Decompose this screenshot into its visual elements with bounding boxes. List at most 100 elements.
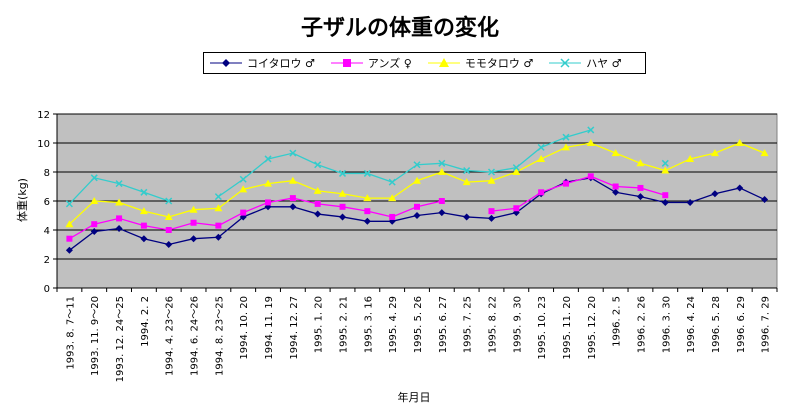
legend-label-1: アンズ ♀ xyxy=(367,57,412,70)
legend-marker-3 xyxy=(549,58,582,68)
series-3-point-3 xyxy=(140,188,148,196)
y-tick-label-3: 6 xyxy=(44,197,50,208)
series-1-point-13 xyxy=(389,213,396,220)
series-3-point-19 xyxy=(537,143,545,151)
series-1-point-22 xyxy=(612,183,619,190)
series-0-point-4 xyxy=(165,241,173,248)
series-2-point-10 xyxy=(313,186,322,194)
y-tick-label-5: 10 xyxy=(37,139,50,150)
x-tick-label-8: 1994. 11. 19 xyxy=(264,296,275,360)
series-1-point-17 xyxy=(488,208,495,215)
series-3-point-2 xyxy=(115,180,123,188)
legend-marker-2 xyxy=(427,58,460,67)
series-1-point-8 xyxy=(265,199,272,206)
series-1-point-21 xyxy=(587,173,594,180)
series-2-point-15 xyxy=(437,168,446,175)
series-3-point-16 xyxy=(463,167,471,175)
series-3-line-1 xyxy=(218,129,591,198)
y-tick-label-0: 0 xyxy=(44,284,50,295)
series-1-point-5 xyxy=(190,219,197,226)
chart-title: 子ザルの体重の変化 xyxy=(300,16,499,41)
x-tick-label-4: 1994. 4. 23～26 xyxy=(165,296,176,376)
series-1-point-1 xyxy=(91,221,98,228)
series-1-point-15 xyxy=(438,198,445,204)
series-1-point-9 xyxy=(289,195,296,202)
series-1-point-0 xyxy=(66,235,73,242)
x-tick-label-20: 1995. 11. 20 xyxy=(562,296,573,360)
series-3-point-0 xyxy=(65,200,73,208)
series-0-point-17 xyxy=(487,214,495,222)
series-1-point-14 xyxy=(414,203,420,210)
series-2-point-16 xyxy=(462,178,471,186)
x-tick-label-21: 1995. 12. 20 xyxy=(587,296,598,360)
series-3-point-7 xyxy=(239,175,247,183)
y-tick-label-1: 2 xyxy=(44,255,50,266)
series-1-point-20 xyxy=(562,180,569,187)
series-0-point-26 xyxy=(711,190,719,198)
series-0-point-22 xyxy=(612,188,620,196)
series-0-point-1 xyxy=(90,227,98,235)
series-3-point-21 xyxy=(587,126,595,134)
series-1-line-0 xyxy=(69,197,442,240)
series-0-point-2 xyxy=(115,225,123,233)
series-2-point-3 xyxy=(139,207,148,215)
x-tick-label-13: 1995. 4. 29 xyxy=(388,296,399,353)
x-tick-label-5: 1994. 6. 24～26 xyxy=(190,296,201,376)
legend-item-2: モモタロウ ♂ xyxy=(427,55,533,71)
series-0-point-11 xyxy=(339,213,347,221)
legend-item-1: アンズ ♀ xyxy=(330,55,412,71)
series-2-point-12 xyxy=(363,194,372,202)
series-2-point-28 xyxy=(760,149,769,157)
series-0-point-0 xyxy=(65,246,73,254)
series-2-point-9 xyxy=(288,176,297,184)
series-3-point-15 xyxy=(438,159,446,167)
series-3-point-6 xyxy=(214,193,222,201)
series-3-point-8 xyxy=(264,155,272,163)
series-2-point-2 xyxy=(115,198,124,206)
series-1-point-3 xyxy=(140,222,147,229)
x-tick-label-23: 1996. 2. 26 xyxy=(636,296,647,353)
series-2-point-4 xyxy=(164,212,173,220)
y-axis-label: 体重(kg) xyxy=(15,178,29,222)
series-2-point-0 xyxy=(65,220,74,228)
series-2-point-20 xyxy=(561,143,570,151)
series-2-point-23 xyxy=(636,159,645,167)
x-tick-label-6: 1994. 8. 23～25 xyxy=(214,296,225,376)
series-2-point-22 xyxy=(611,149,620,157)
series-0-point-6 xyxy=(214,233,222,241)
legend-marker-0 xyxy=(210,59,242,67)
legend: コイタロウ ♂ アンズ ♀ モモタロウ ♂ ハヤ ♂ xyxy=(203,52,646,74)
series-1-point-23 xyxy=(637,184,644,191)
x-tick-label-2: 1993. 12. 24～25 xyxy=(115,296,126,382)
series-0-point-25 xyxy=(686,198,694,206)
series-2-point-1 xyxy=(90,197,99,204)
legend-label-0: コイタロウ ♂ xyxy=(247,57,315,70)
x-tick-label-7: 1994. 10. 20 xyxy=(239,296,250,360)
legend-marker-1 xyxy=(330,59,363,67)
series-3-point-24 xyxy=(661,159,669,167)
x-tick-label-18: 1995. 9. 30 xyxy=(512,296,523,353)
y-tick-label-6: 12 xyxy=(37,110,50,121)
series-1-point-11 xyxy=(339,203,346,210)
series-1-point-6 xyxy=(215,222,222,229)
x-tick-label-11: 1995. 2. 21 xyxy=(339,296,350,353)
x-tick-label-28: 1996. 7. 29 xyxy=(761,296,772,353)
x-tick-label-14: 1995. 5. 26 xyxy=(413,296,424,353)
series-2-point-13 xyxy=(388,194,397,202)
series-3-point-20 xyxy=(562,133,570,141)
series-2-point-19 xyxy=(537,154,546,162)
x-axis-label: 年月日 xyxy=(398,390,431,404)
series-0-point-3 xyxy=(140,235,148,243)
series-1-point-12 xyxy=(364,208,371,215)
series-0-point-9 xyxy=(289,203,297,211)
series-3-point-14 xyxy=(413,161,421,169)
series-2-point-14 xyxy=(413,176,421,184)
series-0-point-24 xyxy=(661,198,669,206)
x-tick-label-24: 1996. 3. 30 xyxy=(661,296,672,353)
x-tick-label-17: 1995. 8. 22 xyxy=(487,296,498,353)
series-0-point-23 xyxy=(636,193,644,201)
series-1-point-24 xyxy=(662,192,669,199)
series-3-point-1 xyxy=(90,174,98,182)
x-tick-label-19: 1995. 10. 23 xyxy=(537,296,548,360)
